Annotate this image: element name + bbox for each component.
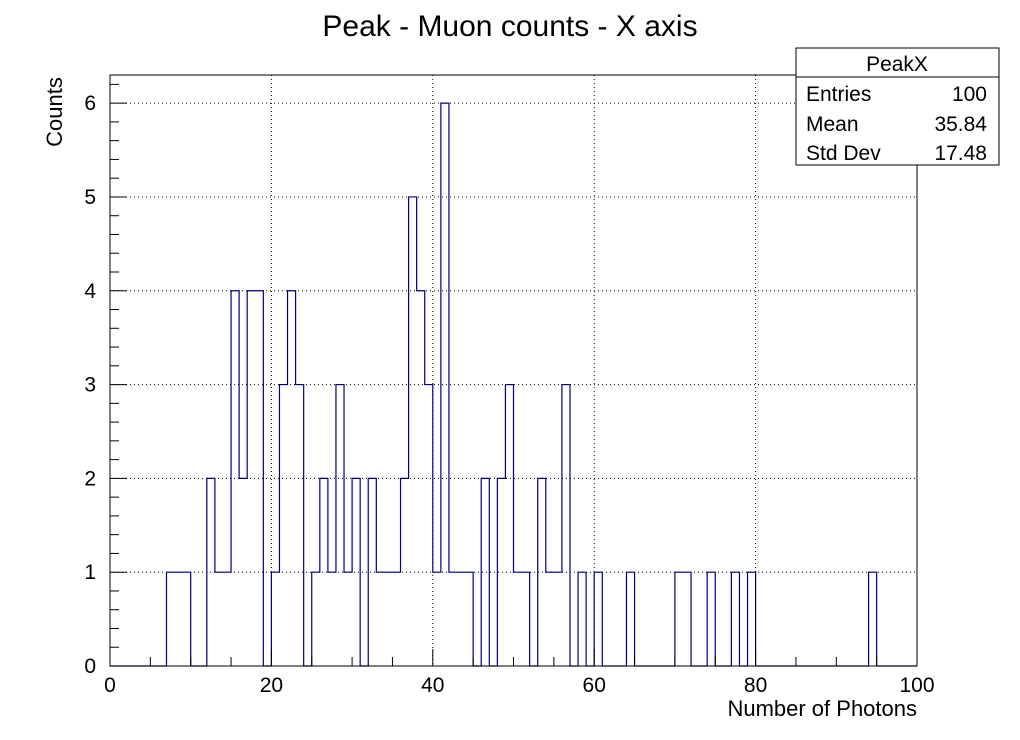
x-tick-label-80: 80 [744,674,767,697]
stats-box: PeakX Entries 100 Mean 35.84 Std Dev 17.… [795,47,1000,166]
x-tick-label-40: 40 [421,674,444,697]
stats-mean-value: 35.84 [934,113,987,136]
x-tick-label-100: 100 [899,674,934,697]
y-tick-label-2: 2 [84,467,96,490]
x-tick-labels: 0 20 40 60 80 100 [104,674,934,697]
y-axis-label: Counts [42,77,67,147]
x-tick-label-60: 60 [583,674,606,697]
chart-title: Peak - Muon counts - X axis [322,10,697,43]
stats-entries-value: 100 [952,83,987,106]
y-tick-label-6: 6 [84,92,96,115]
stats-box-title: PeakX [866,53,928,76]
y-tick-label-3: 3 [84,374,96,397]
y-tick-label-1: 1 [84,561,96,584]
x-tick-label-20: 20 [260,674,283,697]
y-tick-label-5: 5 [84,186,96,209]
stats-stddev-label: Std Dev [806,142,881,165]
x-tick-label-0: 0 [104,674,116,697]
y-tick-labels: 0 1 2 3 4 5 6 [84,92,96,678]
stats-mean-label: Mean [806,113,859,136]
y-tick-label-4: 4 [84,280,96,303]
stats-box-frame [795,47,1000,166]
axis-ticks [109,83,918,667]
y-tick-label-0: 0 [84,655,96,678]
stats-entries-label: Entries [806,83,871,106]
stats-stddev-value: 17.48 [934,142,987,165]
x-axis-label: Number of Photons [727,696,917,721]
histogram-series [110,102,917,667]
